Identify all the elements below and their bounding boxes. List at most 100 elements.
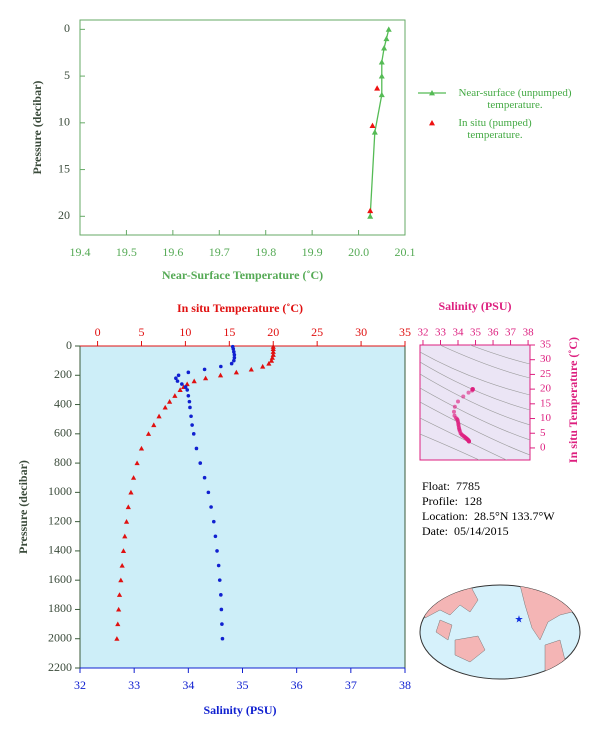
salinity-point xyxy=(185,388,190,392)
salinity-point xyxy=(194,446,199,451)
x-tick-label: 20 xyxy=(267,325,279,339)
salinity-point xyxy=(232,350,236,354)
temperature-point xyxy=(116,592,123,597)
salinity-point xyxy=(232,352,237,357)
salinity-point xyxy=(216,563,221,568)
temperature-point xyxy=(119,562,125,568)
y-tick-label: 400 xyxy=(54,396,72,410)
plot-frame xyxy=(79,19,406,236)
legend-marker xyxy=(429,120,435,126)
salinity-point xyxy=(189,414,193,419)
temperature-point xyxy=(268,358,275,363)
ts-point xyxy=(461,394,466,399)
temperature-point xyxy=(128,489,134,495)
info-line: Profile: 128 xyxy=(422,494,482,508)
legend-marker xyxy=(429,90,435,96)
ts-point xyxy=(452,404,457,409)
salinity-point xyxy=(209,505,213,509)
y-axis-title: In situ Temperature (˚C) xyxy=(566,337,580,463)
info-label: Location: xyxy=(422,509,468,523)
y-tick-label: 10 xyxy=(58,115,70,129)
temperature-point xyxy=(203,375,209,381)
world-map: ★ xyxy=(419,584,581,680)
temperature-point xyxy=(116,606,122,612)
salinity-point xyxy=(188,405,192,410)
ts-point xyxy=(456,399,461,404)
salinity-point xyxy=(232,358,236,363)
density-contours xyxy=(420,345,530,460)
temperature-point xyxy=(120,548,127,553)
info-label: Profile: xyxy=(422,494,458,508)
y-tick-label: 0 xyxy=(64,21,70,35)
temperature-point xyxy=(266,360,272,366)
x-tick-label: 35 xyxy=(470,327,482,339)
y-tick-label: 20 xyxy=(540,383,552,395)
temperature-point xyxy=(248,366,254,372)
temperature-point xyxy=(270,346,276,352)
info-label: Float: xyxy=(422,479,450,493)
ts-point xyxy=(466,390,471,395)
float-star: ★ xyxy=(515,614,524,625)
y-tick-label: 200 xyxy=(54,367,72,381)
data-point xyxy=(367,213,374,219)
temperature-point xyxy=(122,533,128,539)
temperature-point xyxy=(138,445,145,451)
x-axis-title: Salinity (PSU) xyxy=(438,299,511,313)
legend-label: In situ (pumped) temperature. xyxy=(458,117,532,141)
salinity-point xyxy=(191,432,196,436)
legend-label: Near-surface (unpumped) temperature. xyxy=(458,87,572,111)
y-tick-label: 2000 xyxy=(48,630,72,644)
x-tick-label: 5 xyxy=(138,325,144,339)
y-tick-label: 0 xyxy=(66,338,72,352)
temperature-point xyxy=(233,369,239,375)
temperature-point xyxy=(191,378,197,384)
temperature-point xyxy=(145,431,152,436)
salinity-point xyxy=(202,475,207,480)
salinity-point xyxy=(174,376,178,381)
y-tick-label: 1800 xyxy=(48,601,72,615)
x-tick-label: 19.8 xyxy=(255,245,276,259)
salinity-point xyxy=(220,636,225,641)
y-tick-label: 1600 xyxy=(48,572,72,586)
salinity-point xyxy=(215,549,219,553)
x-axis-title: Near-Surface Temperature (˚C) xyxy=(162,268,323,282)
data-point xyxy=(378,91,385,98)
x-tick-label: 33 xyxy=(128,678,140,692)
y-tick-label: 10 xyxy=(540,412,552,424)
series-line xyxy=(369,29,390,217)
info-label: Date: xyxy=(422,524,448,538)
temperature-point xyxy=(134,460,140,466)
salinity-point xyxy=(217,578,222,582)
salinity-point xyxy=(229,361,234,366)
salinity-point xyxy=(206,490,211,495)
data-point xyxy=(374,85,381,91)
salinity-point xyxy=(190,423,194,427)
y-tick-label: 15 xyxy=(540,397,552,409)
x-tick-label: 19.5 xyxy=(116,245,137,259)
temperature-point xyxy=(260,363,266,369)
ts-point xyxy=(467,439,472,444)
x-tick-label: 25 xyxy=(311,325,323,339)
temperature-point xyxy=(184,381,190,387)
y-tick-label: 30 xyxy=(540,353,552,365)
x-tick-label: 0 xyxy=(95,325,101,339)
temperature-point xyxy=(172,393,178,398)
plot-frame xyxy=(419,344,531,461)
salinity-point xyxy=(213,534,218,539)
x-tick-label: 36 xyxy=(488,327,500,339)
salinity-point xyxy=(231,347,236,351)
bottom-axis-title: Salinity (PSU) xyxy=(203,703,276,717)
salinity-point xyxy=(202,367,207,372)
y-axis-title: Pressure (decibar) xyxy=(16,460,30,554)
temperature-point xyxy=(118,577,124,583)
y-tick-label: 5 xyxy=(64,68,70,82)
x-tick-label: 30 xyxy=(355,325,367,339)
y-tick-label: 0 xyxy=(540,441,546,453)
data-point xyxy=(367,207,374,214)
data-point xyxy=(383,35,390,42)
salinity-point xyxy=(219,364,223,369)
x-tick-label: 35 xyxy=(399,325,411,339)
salinity-point xyxy=(232,355,237,360)
